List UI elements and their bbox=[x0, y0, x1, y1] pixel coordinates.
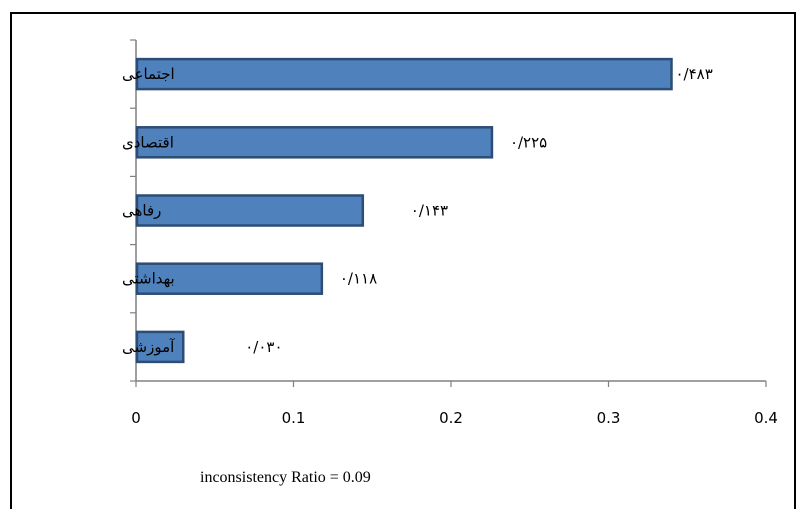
data-label: ۰/۱۱۸ bbox=[340, 270, 377, 288]
data-labels: ۰/۴۸۳ ۰/۲۲۵ ۰/۱۴۳ ۰/۱۱۸ ۰/۰۳۰ bbox=[245, 65, 713, 356]
category-labels: اجتماعی اقتصادی رفاهی بهداشتی آموزشی bbox=[122, 65, 175, 356]
bar bbox=[135, 330, 185, 364]
data-label: ۰/۱۴۳ bbox=[411, 202, 448, 220]
bars bbox=[135, 57, 673, 364]
category-label: بهداشتی bbox=[122, 270, 175, 288]
bar bbox=[135, 194, 365, 227]
x-ticks: 0 0.1 0.2 0.3 0.4 bbox=[131, 381, 778, 427]
x-tick-label: 0 bbox=[131, 409, 141, 427]
data-label: ۰/۲۲۵ bbox=[510, 133, 547, 151]
category-label: اقتصادی bbox=[122, 133, 174, 151]
bar bbox=[135, 262, 324, 295]
category-label: اجتماعی bbox=[122, 65, 175, 83]
data-label: ۰/۰۳۰ bbox=[245, 338, 282, 356]
x-tick-label: 0.1 bbox=[282, 409, 306, 427]
bar bbox=[135, 57, 673, 91]
chart-frame bbox=[10, 12, 796, 509]
x-tick-label: 0.2 bbox=[439, 409, 463, 427]
category-label: آموزشی bbox=[122, 338, 175, 356]
y-ticks bbox=[130, 39, 136, 382]
x-tick-label: 0.3 bbox=[597, 409, 621, 427]
data-label: ۰/۴۸۳ bbox=[676, 65, 713, 83]
x-tick-label: 0.4 bbox=[754, 409, 778, 427]
inconsistency-ratio-note: inconsistency Ratio = 0.09 bbox=[200, 469, 371, 486]
bar bbox=[135, 126, 494, 159]
category-label: رفاهی bbox=[122, 202, 161, 220]
